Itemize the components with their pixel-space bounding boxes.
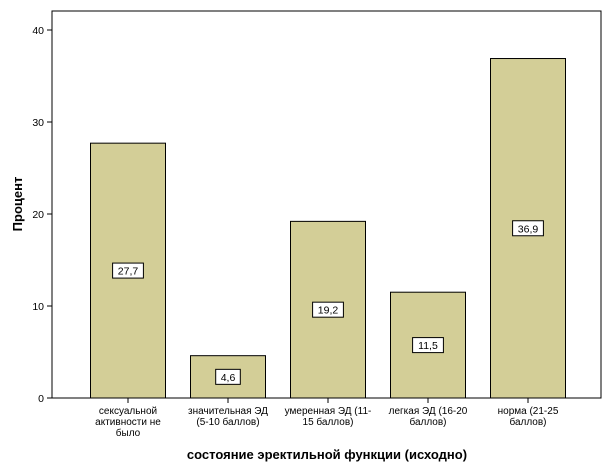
data-label-box: [112, 262, 144, 279]
y-axis-title: Процент: [10, 177, 25, 232]
x-tick-label-line: 15 баллов): [303, 416, 354, 428]
y-tick-label: 20: [32, 209, 44, 221]
y-tick-label: 40: [32, 25, 44, 37]
y-tick-label: 30: [32, 117, 44, 129]
bars-group: 27,7 4,6 19,2 11,5 36,9: [90, 58, 566, 399]
data-label: 19,2: [318, 305, 339, 317]
x-tick-label: сексуальной активности не было: [95, 406, 161, 439]
data-label-box: [412, 337, 444, 354]
data-label-box: [512, 220, 544, 237]
y-tick-label: 10: [32, 301, 44, 313]
x-tick-label: норма (21-25 баллов): [498, 406, 559, 428]
x-tick-label-line: значительная ЭД: [188, 406, 268, 417]
x-tick-label-line: умеренная ЭД (11-: [285, 406, 372, 417]
x-tick-label-line: норма (21-25: [498, 406, 559, 417]
x-tick-label-line: (5-10 баллов): [196, 416, 259, 428]
x-tick-label-line: было: [116, 427, 141, 439]
x-tick-label: умеренная ЭД (11-15 баллов): [285, 406, 372, 428]
x-tick-label-line: баллов): [509, 416, 546, 428]
y-axis: 0 10 20 30 40: [32, 25, 52, 405]
y-tick-label: 0: [38, 393, 44, 405]
data-label-box: [215, 368, 241, 385]
x-tick-label: легкая ЭД (16-20 баллов): [389, 406, 468, 428]
x-tick-label-line: баллов): [409, 416, 446, 428]
x-tick-label: значительная ЭД (5-10 баллов): [188, 406, 268, 428]
x-axis-title: состояние эректильной функции (исходно): [187, 447, 467, 462]
data-label: 11,5: [418, 340, 438, 352]
x-tick-label-line: сексуальной: [99, 406, 157, 417]
x-tick-label-line: легкая ЭД (16-20: [389, 406, 468, 417]
data-label: 36,9: [518, 223, 539, 235]
data-label-box: [312, 301, 344, 318]
data-label: 27,7: [118, 266, 139, 278]
data-label: 4,6: [221, 372, 236, 384]
x-tick-label-line: активности не: [95, 417, 161, 428]
x-axis: сексуальной активности не было значительная…: [95, 398, 559, 439]
